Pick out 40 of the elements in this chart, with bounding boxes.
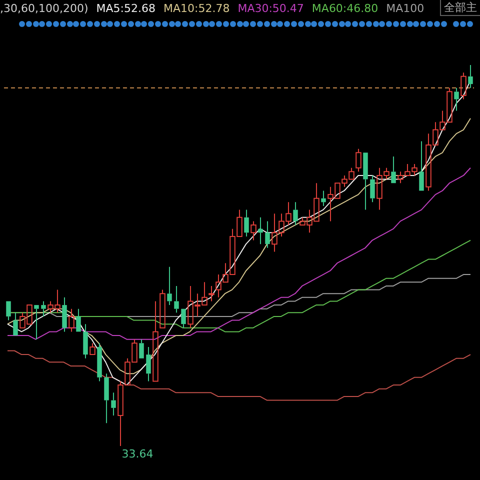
- text: MA60:46.80: [312, 2, 378, 15]
- candlestick: [321, 190, 326, 206]
- candlestick: [460, 72, 466, 100]
- candlestick: [370, 174, 375, 203]
- candlestick: [13, 312, 18, 336]
- candlestick: [104, 373, 109, 424]
- candlestick: [139, 338, 144, 358]
- candlestick: [293, 202, 298, 226]
- candlestick: [174, 285, 179, 314]
- candlestick: [181, 308, 186, 328]
- candlestick: [391, 156, 396, 184]
- candlestick: [363, 152, 368, 210]
- candlestick: [41, 300, 46, 317]
- candlestick: [90, 342, 96, 356]
- candlestick: [97, 342, 102, 382]
- candlestick: [68, 308, 74, 332]
- candlestick: [258, 216, 263, 245]
- candlestick: [250, 220, 256, 241]
- candlestick: [454, 87, 459, 112]
- text: 33.64: [122, 447, 154, 460]
- candlestick: [152, 300, 158, 382]
- candlestick: [419, 140, 424, 191]
- chart-title: ,30,60,100,200): [0, 2, 88, 15]
- text: MA100: [386, 2, 424, 15]
- text: MA10:52.78: [163, 2, 230, 15]
- candlestick: [62, 296, 67, 332]
- candlestick: [76, 308, 81, 332]
- candlestick: [34, 305, 39, 340]
- candlestick: [146, 346, 151, 382]
- candlestick: [265, 220, 270, 248]
- candlestick: [111, 392, 116, 416]
- text: MA30:50.47: [238, 2, 304, 15]
- candlestick: [167, 266, 172, 306]
- candlestick: [468, 64, 473, 88]
- candlestick: [6, 301, 11, 321]
- text: MA5:52.68: [96, 2, 156, 15]
- candlestick: [244, 209, 249, 237]
- candlestick: [83, 324, 88, 359]
- candlestick: [208, 285, 214, 302]
- text: 全部主: [440, 0, 480, 16]
